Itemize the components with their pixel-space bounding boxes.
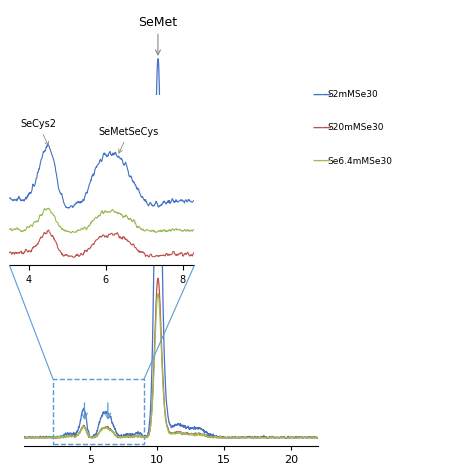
Text: ——: ——	[313, 90, 332, 100]
Text: SeCys2: SeCys2	[20, 119, 56, 146]
Text: SeMet: SeMet	[138, 16, 177, 55]
Bar	[53, 379, 144, 444]
Text: ——: ——	[313, 156, 332, 166]
Text: ——: ——	[313, 123, 332, 133]
Text: S2mMSe30: S2mMSe30	[327, 91, 378, 99]
Text: Se6.4mMSe30: Se6.4mMSe30	[327, 157, 392, 165]
Text: SeMetSeCys: SeMetSeCys	[99, 127, 159, 153]
Text: S20mMSe30: S20mMSe30	[327, 124, 383, 132]
